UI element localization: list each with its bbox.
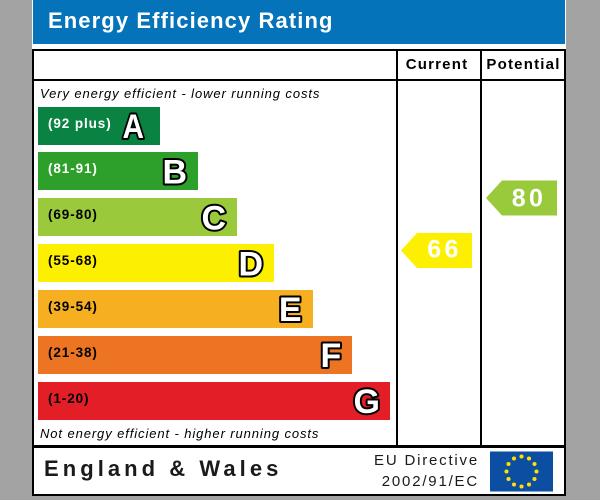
svg-text:A: A (123, 108, 145, 146)
svg-text:G: G (354, 383, 380, 421)
svg-text:B: B (162, 154, 187, 192)
svg-text:66: 66 (427, 236, 462, 264)
svg-text:D: D (238, 245, 263, 283)
svg-text:80: 80 (512, 185, 547, 213)
svg-text:F: F (321, 337, 342, 375)
svg-text:C: C (201, 199, 226, 237)
svg-text:E: E (279, 291, 302, 329)
